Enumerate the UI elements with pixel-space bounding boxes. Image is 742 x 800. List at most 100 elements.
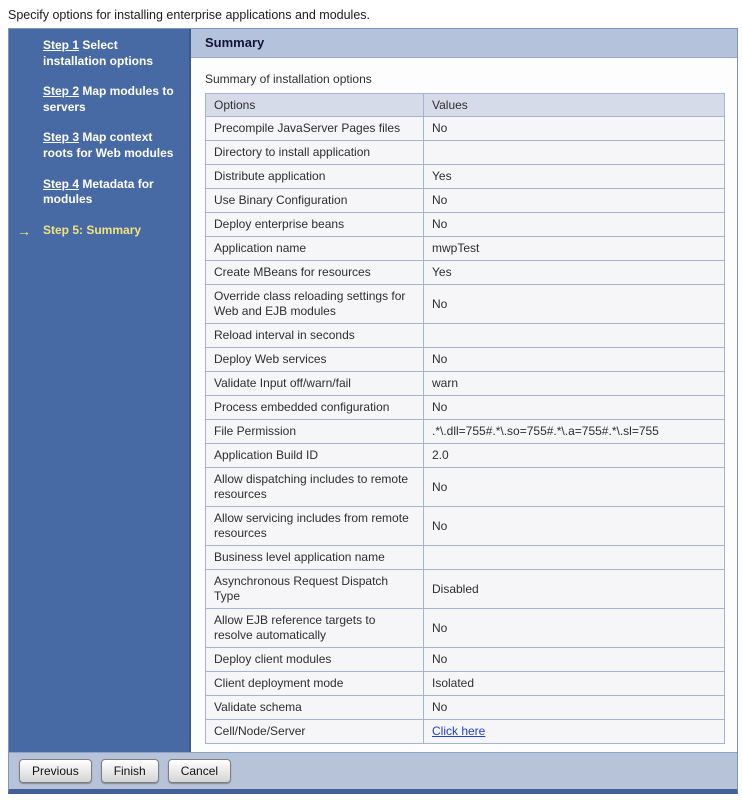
wizard-button-bar: Previous Finish Cancel (9, 752, 737, 789)
panel-body: Summary of installation options Options V… (191, 58, 737, 752)
value-cell: Yes (423, 260, 725, 285)
option-cell: Asynchronous Request Dispatch Type (205, 569, 424, 609)
value-cell: No (423, 395, 725, 420)
option-cell: Distribute application (205, 164, 424, 189)
table-row: Deploy enterprise beans No (205, 212, 725, 237)
option-cell: Validate schema (205, 695, 424, 720)
sidebar-step-3[interactable]: Step 3 Map context roots for Web modules (43, 130, 183, 161)
previous-button[interactable]: Previous (19, 759, 92, 783)
install-wizard-panel: Step 1 Select installation options Step 2… (8, 28, 738, 794)
table-row: Deploy client modules No (205, 647, 725, 672)
step-label: Map context roots for Web modules (43, 130, 174, 160)
sidebar-step-4[interactable]: Step 4 Metadata for modules (43, 177, 183, 208)
table-row: Cell/Node/Server Click here (205, 719, 725, 744)
value-cell: mwpTest (423, 236, 725, 261)
table-row: Allow servicing includes from remote res… (205, 506, 725, 546)
option-cell: Deploy Web services (205, 347, 424, 372)
sidebar-step-2[interactable]: Step 2 Map modules to servers (43, 84, 183, 115)
value-cell: No (423, 347, 725, 372)
table-row: Application Build ID 2.0 (205, 443, 725, 468)
step-link[interactable]: Step 3 (43, 130, 80, 145)
step-link[interactable]: Step 1 (43, 38, 80, 52)
step-link[interactable]: Step 2 (43, 84, 80, 99)
value-cell: 2.0 (423, 443, 725, 468)
wizard-main-row: Step 1 Select installation options Step 2… (9, 29, 737, 752)
sidebar-step-1[interactable]: Step 1 Select installation options (43, 38, 183, 69)
value-cell (423, 323, 725, 348)
option-cell: Allow servicing includes from remote res… (205, 506, 424, 546)
page-instruction: Specify options for installing enterpris… (8, 8, 371, 22)
option-cell: Use Binary Configuration (205, 188, 424, 213)
option-cell: Allow EJB reference targets to resolve a… (205, 608, 424, 648)
value-cell: No (423, 188, 725, 213)
table-row: File Permission .*\.dll=755#.*\.so=755#.*… (205, 419, 725, 444)
value-cell: No (423, 608, 725, 648)
table-row: Create MBeans for resources Yes (205, 260, 725, 285)
table-row: Use Binary Configuration No (205, 188, 725, 213)
wizard-content: Summary Summary of installation options … (191, 29, 737, 752)
summary-table-caption: Summary of installation options (205, 72, 372, 86)
option-cell: Deploy enterprise beans (205, 212, 424, 237)
option-cell: Application name (205, 236, 424, 261)
step-label: Metadata for modules (43, 176, 154, 207)
table-row: Directory to install application (205, 140, 725, 165)
option-cell: Process embedded configuration (205, 395, 424, 420)
table-row: Allow dispatching includes to remote res… (205, 467, 725, 507)
table-row: Process embedded configuration No (205, 395, 725, 420)
value-cell: No (423, 695, 725, 720)
option-cell: Directory to install application (205, 140, 424, 165)
table-row: Business level application name (205, 545, 725, 570)
sidebar-step-5: → Step 5: Summary (17, 222, 183, 239)
table-row: Validate schema No (205, 695, 725, 720)
table-header-row: Options Values (205, 93, 725, 117)
table-row: Distribute application Yes (205, 164, 725, 189)
value-cell: Disabled (423, 569, 725, 609)
table-row: Application name mwpTest (205, 236, 725, 261)
option-cell: Validate Input off/warn/fail (205, 371, 424, 396)
panel-title: Summary (191, 29, 737, 58)
summary-table: Options Values Precompile JavaServer Page… (205, 93, 725, 744)
value-cell: warn (423, 371, 725, 396)
value-cell: No (423, 467, 725, 507)
option-cell: Cell/Node/Server (205, 719, 424, 744)
table-row: Asynchronous Request Dispatch Type Disabl… (205, 569, 725, 609)
column-header-values: Values (423, 93, 725, 117)
column-header-options: Options (205, 93, 424, 117)
table-row: Deploy Web services No (205, 347, 725, 372)
table-row: Override class reloading settings for We… (205, 284, 725, 324)
table-row: Validate Input off/warn/fail warn (205, 371, 725, 396)
value-cell: Yes (423, 164, 725, 189)
option-cell: Precompile JavaServer Pages files (205, 116, 424, 141)
option-cell: File Permission (205, 419, 424, 444)
value-cell: No (423, 116, 725, 141)
option-cell: Deploy client modules (205, 647, 424, 672)
wizard-steps-sidebar: Step 1 Select installation options Step 2… (9, 29, 191, 752)
value-cell: No (423, 212, 725, 237)
option-cell: Allow dispatching includes to remote res… (205, 467, 424, 507)
option-cell: Override class reloading settings for We… (205, 284, 424, 324)
cancel-button[interactable]: Cancel (167, 759, 232, 783)
cell-node-server-link[interactable]: Click here (432, 724, 486, 738)
table-row: Precompile JavaServer Pages files No (205, 116, 725, 141)
option-cell: Client deployment mode (205, 671, 424, 696)
option-cell: Application Build ID (205, 443, 424, 468)
value-cell: No (423, 647, 725, 672)
value-cell: No (423, 284, 725, 324)
value-cell: Click here (423, 719, 725, 744)
step-link[interactable]: Step 4 (43, 176, 80, 191)
value-cell (423, 140, 725, 165)
option-cell: Business level application name (205, 545, 424, 570)
step-label: Select installation options (43, 38, 153, 68)
table-row: Reload interval in seconds (205, 323, 725, 348)
option-cell: Create MBeans for resources (205, 260, 424, 285)
value-cell: .*\.dll=755#.*\.so=755#.*\.a=755#.*\.sl=… (423, 419, 725, 444)
table-row: Client deployment mode Isolated (205, 671, 725, 696)
table-row: Allow EJB reference targets to resolve a… (205, 608, 725, 648)
current-step-label: Step 5: Summary (43, 222, 142, 237)
value-cell (423, 545, 725, 570)
current-step-arrow-icon: → (17, 222, 31, 239)
value-cell: No (423, 506, 725, 546)
step-label: Map modules to servers (43, 84, 174, 114)
finish-button[interactable]: Finish (100, 759, 159, 783)
option-cell: Reload interval in seconds (205, 323, 424, 348)
